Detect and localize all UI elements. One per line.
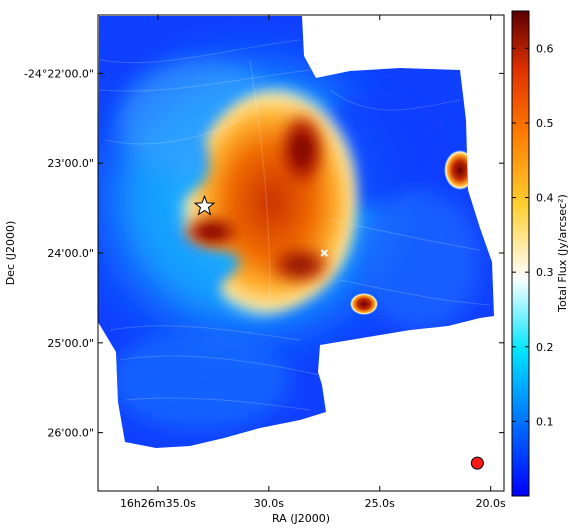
y-tick-label: 25'00.0" — [47, 337, 94, 350]
colorbar-tick-label: 0.1 — [536, 415, 554, 428]
y-tick-label: 23'00.0" — [47, 157, 94, 170]
colorbar-tick-label: 0.5 — [536, 117, 554, 130]
x-tick-label: 30.0s — [254, 497, 284, 510]
colorbar-tick-label: 0.3 — [536, 266, 554, 279]
x-marker — [320, 249, 329, 257]
colorbar-tick-label: 0.2 — [536, 341, 554, 354]
y-axis-label: Dec (J2000) — [4, 221, 17, 286]
y-axis-ticks: -24°22'00.0" 23'00.0" 24'00.0" 25'00.0" 26'0… — [24, 67, 504, 440]
x-axis-label: RA (J2000) — [272, 512, 330, 525]
star-marker — [193, 194, 216, 216]
y-tick-label: 24'00.0" — [47, 247, 94, 260]
x-tick-label: 16h26m35.0s — [120, 497, 196, 510]
colorbar-ticks: 0.1 0.2 0.3 0.4 0.5 0.6 — [512, 42, 554, 428]
beam-marker — [470, 456, 484, 470]
markers — [193, 194, 484, 470]
x-tick-label: 20.0s — [476, 497, 506, 510]
x-axis-ticks: 16h26m35.0s 30.0s 25.0s 20.0s — [120, 15, 506, 510]
colorbar-tick-label: 0.6 — [536, 42, 554, 55]
x-tick-label: 25.0s — [365, 497, 395, 510]
colorbar-tick-label: 0.4 — [536, 192, 554, 205]
colorbar — [511, 10, 530, 497]
y-tick-label: 26'00.0" — [47, 427, 94, 440]
colorbar-label: Total Flux (Jy/arcsec²) — [556, 194, 569, 313]
y-tick-label: -24°22'00.0" — [24, 67, 94, 80]
flux-map — [98, 16, 494, 448]
